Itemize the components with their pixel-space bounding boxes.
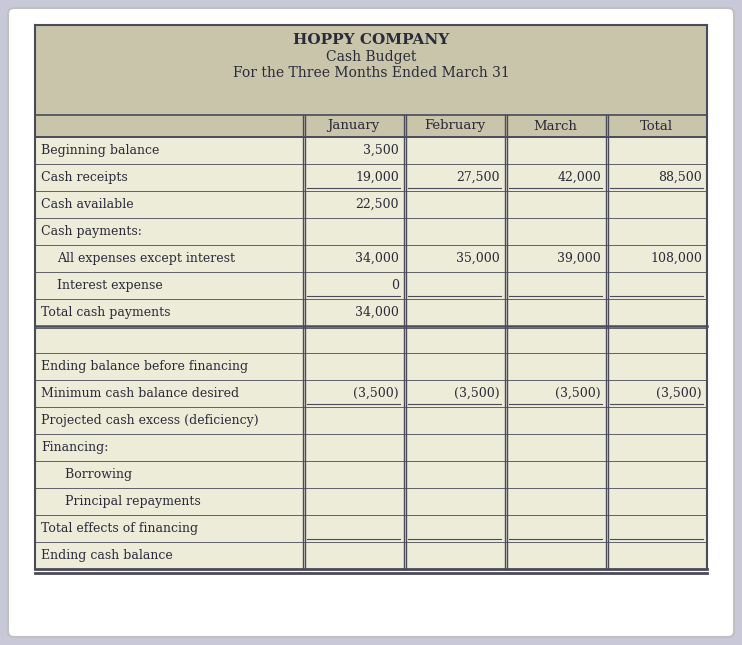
Text: Total cash payments: Total cash payments	[41, 306, 171, 319]
Text: All expenses except interest: All expenses except interest	[57, 252, 235, 265]
Bar	[35, 25, 707, 115]
Text: Ending cash balance: Ending cash balance	[41, 549, 173, 562]
Bar	[35, 115, 707, 137]
Text: Interest expense: Interest expense	[57, 279, 162, 292]
Text: Cash receipts: Cash receipts	[41, 171, 128, 184]
FancyBboxPatch shape	[8, 8, 734, 637]
Text: Cash Budget: Cash Budget	[326, 50, 416, 64]
Text: Ending balance before financing: Ending balance before financing	[41, 360, 248, 373]
Text: 3,500: 3,500	[364, 144, 399, 157]
Text: Projected cash excess (deficiency): Projected cash excess (deficiency)	[41, 414, 259, 427]
Text: 39,000: 39,000	[557, 252, 601, 265]
Bar	[35, 137, 707, 569]
Text: 108,000: 108,000	[650, 252, 702, 265]
Text: 88,500: 88,500	[658, 171, 702, 184]
Text: For the Three Months Ended March 31: For the Three Months Ended March 31	[233, 66, 509, 80]
Text: 27,500: 27,500	[456, 171, 500, 184]
Text: (3,500): (3,500)	[454, 387, 500, 400]
Text: Principal repayments: Principal repayments	[57, 495, 201, 508]
Text: 34,000: 34,000	[355, 306, 399, 319]
Text: Total: Total	[640, 119, 673, 132]
Text: January: January	[327, 119, 380, 132]
Text: HOPPY COMPANY: HOPPY COMPANY	[293, 33, 449, 47]
Text: Cash payments:: Cash payments:	[41, 225, 142, 238]
Text: 42,000: 42,000	[557, 171, 601, 184]
Text: Borrowing: Borrowing	[57, 468, 132, 481]
Text: Financing:: Financing:	[41, 441, 108, 454]
Text: (3,500): (3,500)	[353, 387, 399, 400]
Text: Beginning balance: Beginning balance	[41, 144, 160, 157]
Text: March: March	[533, 119, 577, 132]
Text: 22,500: 22,500	[355, 198, 399, 211]
Text: 34,000: 34,000	[355, 252, 399, 265]
Text: Cash available: Cash available	[41, 198, 134, 211]
Text: (3,500): (3,500)	[555, 387, 601, 400]
Text: 19,000: 19,000	[355, 171, 399, 184]
Text: Total effects of financing: Total effects of financing	[41, 522, 198, 535]
Text: 0: 0	[391, 279, 399, 292]
Text: 35,000: 35,000	[456, 252, 500, 265]
Text: (3,500): (3,500)	[657, 387, 702, 400]
Text: February: February	[424, 119, 485, 132]
Text: Minimum cash balance desired: Minimum cash balance desired	[41, 387, 239, 400]
